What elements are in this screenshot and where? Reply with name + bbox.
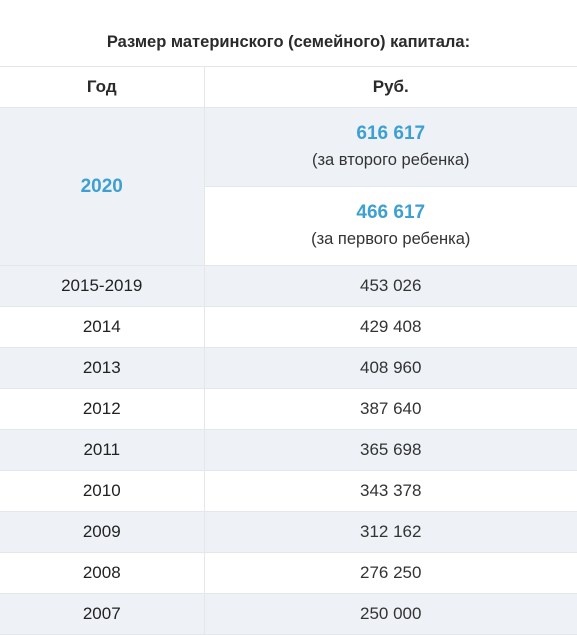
amount-column-header: Руб. xyxy=(204,67,577,108)
year-cell: 2012 xyxy=(0,389,204,430)
current-year-cell: 2020 xyxy=(0,108,204,266)
amount-cell: 365 698 xyxy=(204,430,577,471)
year-cell: 2013 xyxy=(0,348,204,389)
amount-cell: 250 000 xyxy=(204,594,577,635)
amount-cell: 387 640 xyxy=(204,389,577,430)
capital-table: Год Руб. 2020 616 617 (за второго ребенк… xyxy=(0,66,577,635)
table-header-row: Год Руб. xyxy=(0,67,577,108)
second-child-cell: 616 617 (за второго ребенка) xyxy=(204,108,577,187)
page-title: Размер материнского (семейного) капитала… xyxy=(0,0,577,66)
amount-cell: 276 250 xyxy=(204,553,577,594)
second-child-note: (за второго ребенка) xyxy=(205,147,577,173)
year-cell: 2011 xyxy=(0,430,204,471)
year-cell: 2008 xyxy=(0,553,204,594)
amount-cell: 408 960 xyxy=(204,348,577,389)
second-child-amount: 616 617 xyxy=(205,121,577,147)
year-cell: 2009 xyxy=(0,512,204,553)
first-child-cell: 466 617 (за первого ребенка) xyxy=(204,187,577,266)
amount-cell: 312 162 xyxy=(204,512,577,553)
amount-cell: 453 026 xyxy=(204,266,577,307)
first-child-amount: 466 617 xyxy=(205,200,577,226)
amount-cell: 343 378 xyxy=(204,471,577,512)
year-cell: 2014 xyxy=(0,307,204,348)
table-row-current-second: 2020 616 617 (за второго ребенка) xyxy=(0,108,577,187)
year-cell: 2015-2019 xyxy=(0,266,204,307)
year-cell: 2007 xyxy=(0,594,204,635)
year-cell: 2010 xyxy=(0,471,204,512)
year-column-header: Год xyxy=(0,67,204,108)
amount-cell: 429 408 xyxy=(204,307,577,348)
first-child-note: (за первого ребенка) xyxy=(205,226,577,252)
